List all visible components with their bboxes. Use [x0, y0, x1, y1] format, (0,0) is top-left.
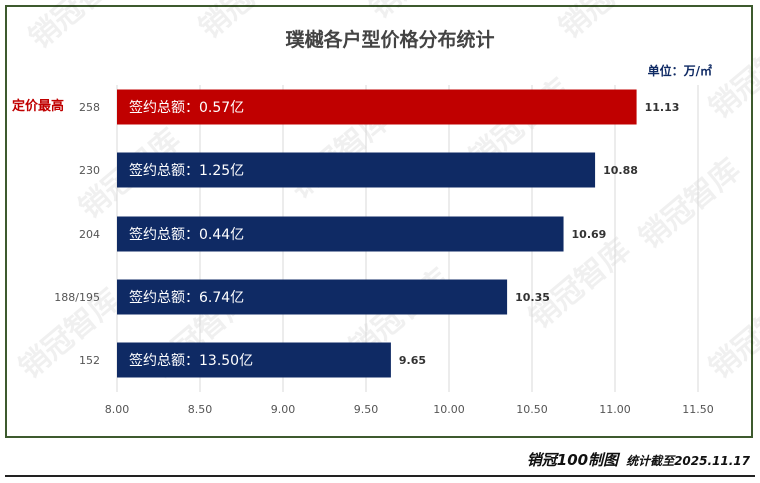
bar	[117, 89, 637, 125]
category-label: 230	[79, 164, 100, 177]
watermark-text: 销冠智库	[23, 0, 137, 56]
bar	[117, 216, 564, 252]
x-tick-label: 8.00	[105, 403, 130, 416]
bar-inner-label: 签约总额：13.50亿	[129, 352, 253, 369]
chart-title: 璞樾各户型价格分布统计	[285, 28, 494, 51]
category-label: 204	[79, 228, 100, 241]
x-tick-label: 11.00	[599, 403, 631, 416]
bar-inner-label: 签约总额：0.57亿	[129, 99, 244, 116]
footer-rule	[5, 475, 755, 477]
footer: 销冠100制图 统计截至2025.11.17	[527, 449, 750, 471]
x-tick-label: 10.00	[433, 403, 465, 416]
footer-logo: 销冠100制图	[526, 451, 619, 469]
x-tick-label: 8.50	[188, 403, 213, 416]
category-label: 188/195	[54, 291, 100, 304]
bar-inner-label: 签约总额：6.74亿	[129, 289, 244, 306]
watermark-text: 销冠智库	[703, 282, 760, 386]
value-label: 10.69	[572, 228, 607, 241]
value-label: 11.13	[645, 101, 680, 114]
x-tick-label: 10.50	[516, 403, 548, 416]
category-label: 258	[79, 101, 100, 114]
x-tick-label: 9.50	[354, 403, 379, 416]
footer-note: 统计截至2025.11.17	[626, 454, 750, 468]
watermark-text: 销冠智库	[633, 152, 747, 256]
value-label: 10.88	[603, 164, 638, 177]
x-tick-label: 11.50	[682, 403, 714, 416]
watermarks: 销冠智库销冠智库销冠智库销冠智库销冠智库销冠智库销冠智库销冠智库销冠智库销冠智库…	[13, 0, 760, 386]
bar-inner-label: 签约总额：0.44亿	[129, 226, 244, 243]
x-tick-label: 9.00	[271, 403, 296, 416]
bar	[117, 279, 508, 315]
value-label: 10.35	[515, 291, 550, 304]
highlight-label: 定价最高	[11, 98, 64, 114]
value-label: 9.65	[399, 354, 426, 367]
bar	[117, 152, 596, 188]
bar	[117, 342, 391, 378]
unit-label: 单位：万/㎡	[648, 63, 712, 78]
watermark-text: 销冠智库	[553, 0, 667, 46]
category-label: 152	[79, 354, 100, 367]
bar-inner-label: 签约总额：1.25亿	[129, 162, 244, 179]
x-tick-labels: 8.00 8.50 9.00 9.50 10.00 10.50 11.00 11.50	[105, 403, 714, 416]
watermark-text: 销冠智库	[363, 0, 477, 26]
